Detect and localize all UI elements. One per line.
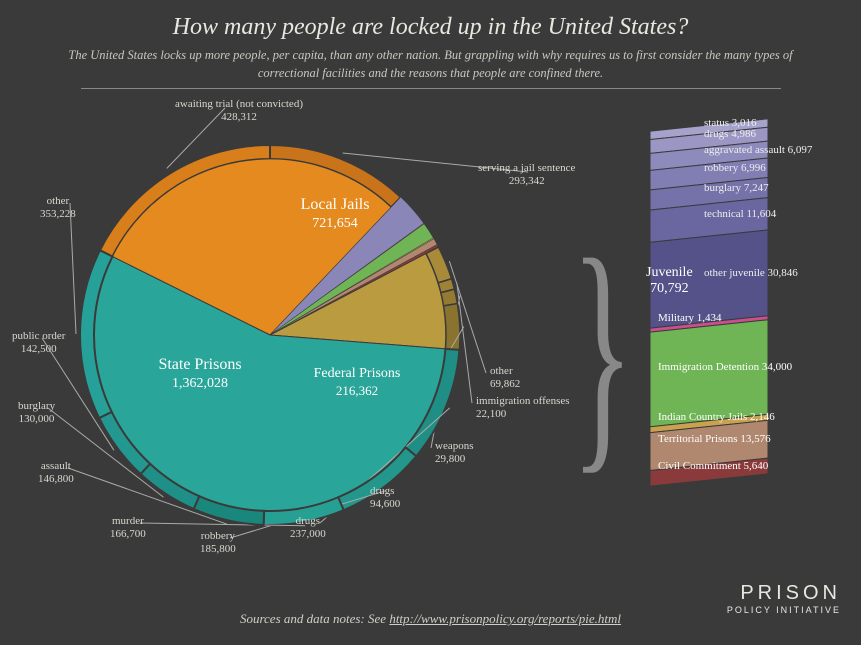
- pie-sub-label: public order142,500: [12, 330, 65, 356]
- breakout-label: aggravated assault 6,097: [704, 144, 812, 156]
- breakout-label: Civil Commitment 5,640: [658, 460, 768, 472]
- breakout-label: other juvenile 30,846: [704, 267, 798, 279]
- title-rule: [81, 88, 781, 89]
- pie-sub-label: burglary130,000: [18, 400, 55, 426]
- pie-sub-label: serving a jail sentence293,342: [478, 162, 575, 188]
- pie-sub-label: awaiting trial (not convicted)428,312: [175, 98, 303, 124]
- logo: PRISON POLICY INITIATIVE: [727, 582, 841, 615]
- breakout-label: Immigration Detention 34,000: [658, 361, 792, 373]
- pie-sub-label: drugs237,000: [290, 515, 326, 541]
- pie-sub-label: drugs94,600: [370, 485, 400, 511]
- pie-sub-label: robbery185,800: [200, 530, 236, 556]
- page-title: How many people are locked up in the Uni…: [0, 0, 861, 41]
- breakout-label: Military 1,434: [658, 312, 722, 324]
- breakout-label: technical 11,604: [704, 208, 776, 220]
- pie-sub-label: murder166,700: [110, 515, 146, 541]
- pie-sub-label: other69,862: [490, 365, 520, 391]
- breakout-label: robbery 6,996: [704, 162, 766, 174]
- breakout-label: burglary 7,247: [704, 182, 769, 194]
- pie-sub-label: other353,228: [40, 195, 76, 221]
- footer: Sources and data notes: See http://www.p…: [0, 611, 861, 627]
- pie-sub-label: immigration offenses22,100: [476, 395, 570, 421]
- breakout-label: Territorial Prisons 13,576: [658, 433, 771, 445]
- pie-sub-label: weapons29,800: [435, 440, 474, 466]
- sources-link[interactable]: http://www.prisonpolicy.org/reports/pie.…: [389, 611, 621, 626]
- page-subtitle: The United States locks up more people, …: [0, 41, 861, 82]
- breakout-label: Indian Country Jails 2,146: [658, 411, 775, 423]
- juvenile-label: Juvenile 70,792: [646, 265, 693, 297]
- breakout-label: drugs 4,986: [704, 128, 756, 140]
- chart-area: State Prisons 1,362,028 Local Jails 721,…: [0, 100, 861, 580]
- pie-sub-label: assault146,800: [38, 460, 74, 486]
